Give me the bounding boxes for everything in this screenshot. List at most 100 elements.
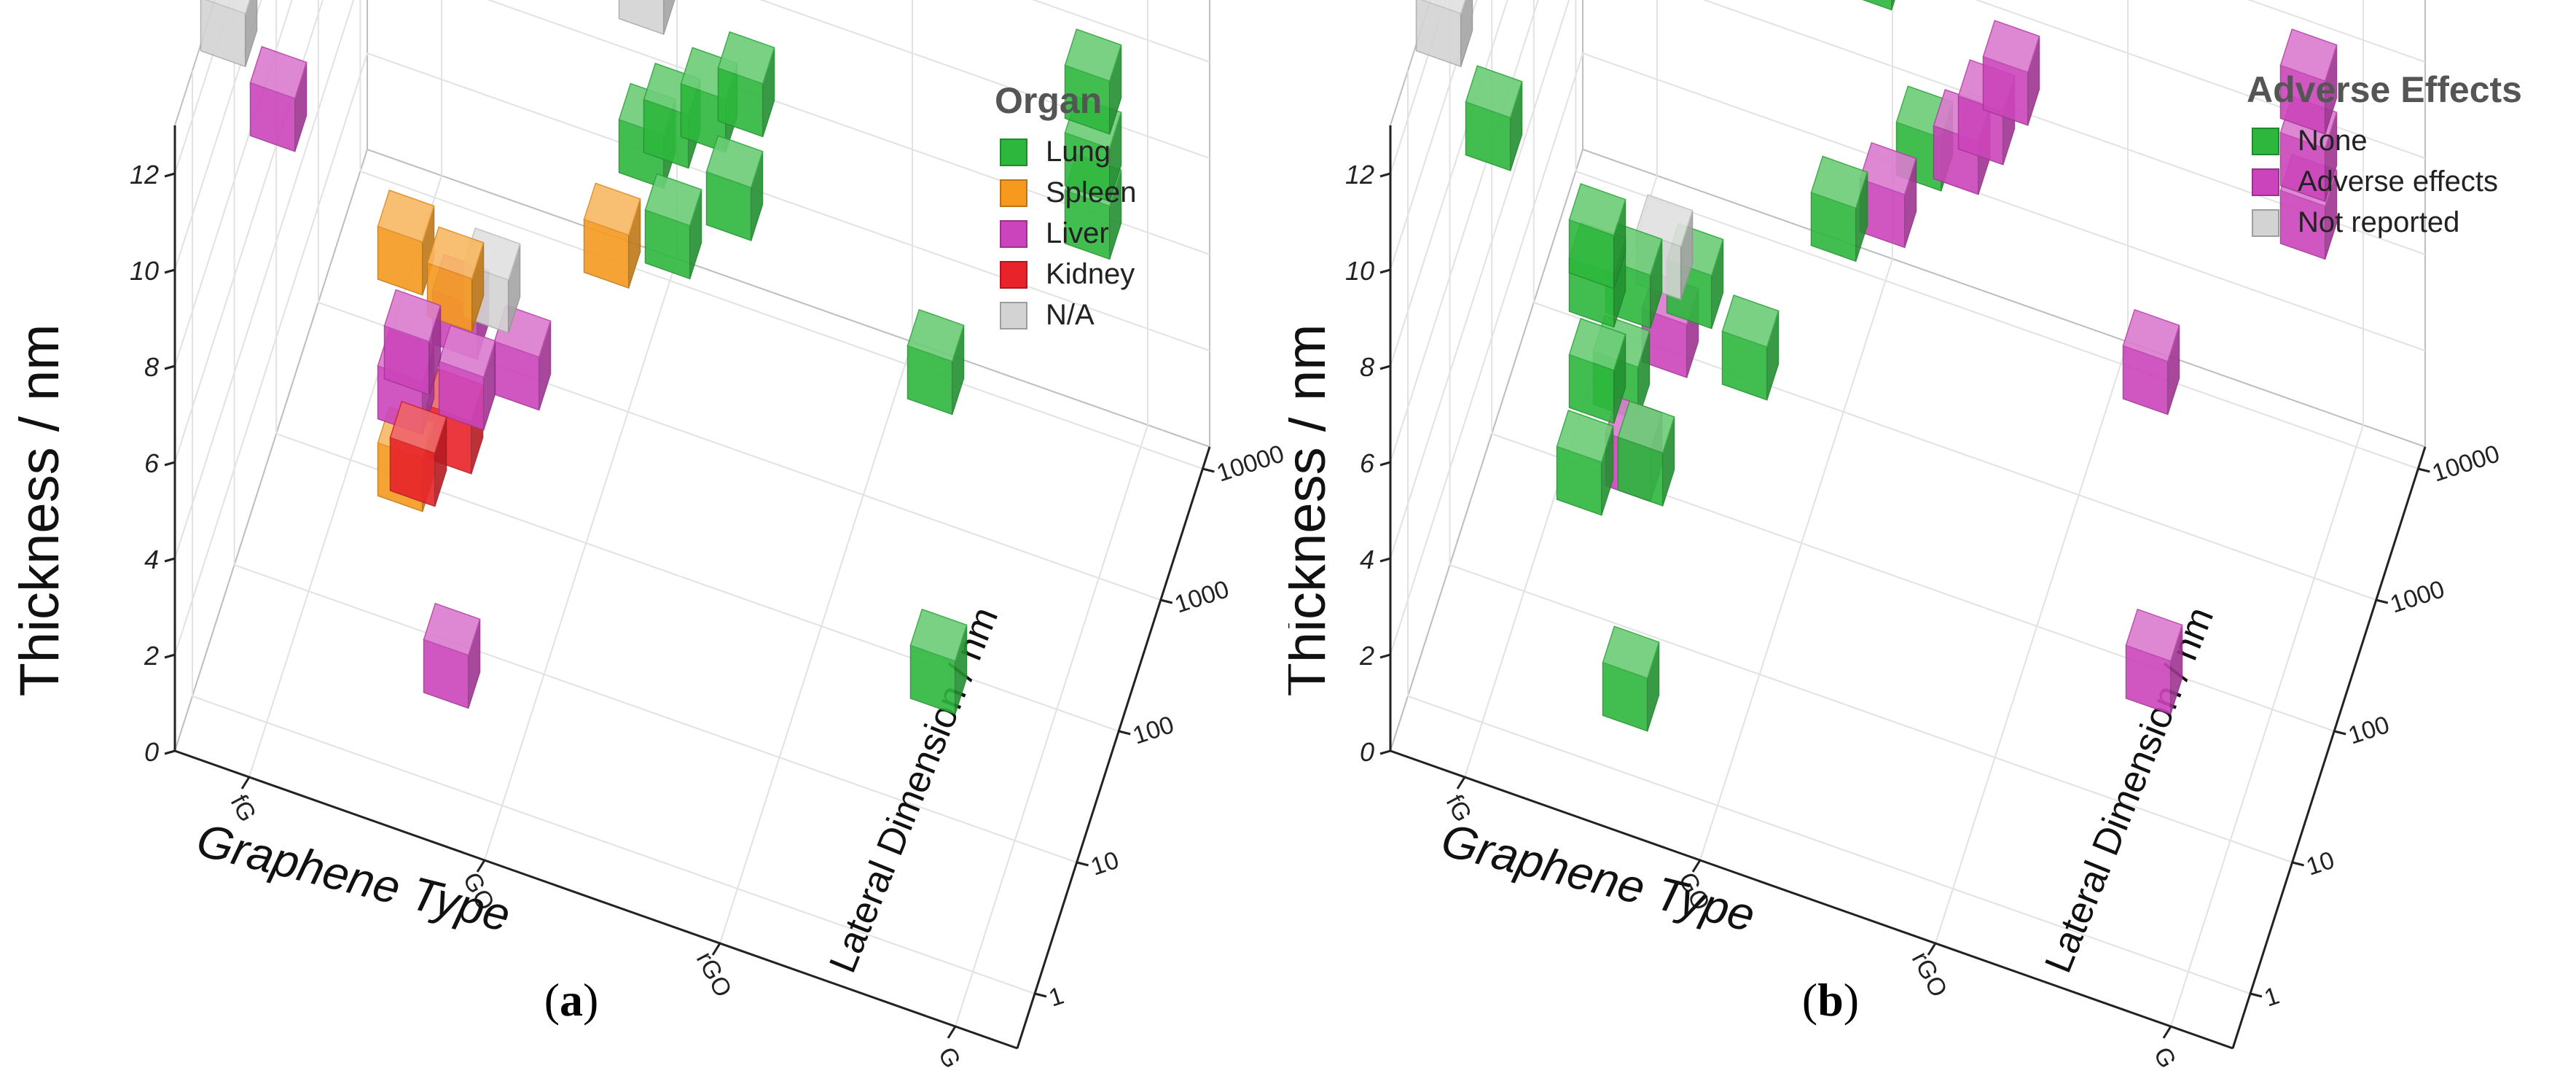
grid-y-floor bbox=[234, 564, 1077, 863]
grid-z bbox=[174, 0, 262, 270]
x-tick-mark bbox=[711, 943, 721, 956]
grid-y-floor bbox=[1449, 564, 2293, 863]
cube-spleen bbox=[377, 190, 435, 296]
grid-z bbox=[174, 0, 1210, 559]
cube-none bbox=[1810, 155, 1868, 262]
cube-none bbox=[1568, 183, 1626, 289]
z-tick-mark bbox=[1379, 557, 1391, 563]
grid-y-floor bbox=[360, 171, 1203, 469]
legend-title: Adverse Effects bbox=[2247, 69, 2522, 110]
y-tick-mark bbox=[1076, 861, 1089, 867]
grid-x-floor bbox=[1699, 258, 1893, 861]
cube-n-a bbox=[200, 0, 258, 68]
chart-b-svg: 024681012fGGOrGOG110100100010000Thicknes… bbox=[1275, 0, 2522, 1072]
y-tick-mark bbox=[1160, 599, 1173, 604]
z-tick-mark bbox=[164, 749, 176, 755]
x-axis-line bbox=[1390, 749, 2234, 1050]
legend-entry: Not reported bbox=[2298, 206, 2459, 238]
grid-x-floor bbox=[719, 341, 913, 944]
y-tick-mark bbox=[2376, 599, 2389, 604]
legend-entry: Lung bbox=[1046, 136, 1111, 168]
legend-entry: Adverse effects bbox=[2298, 165, 2498, 198]
grid-x-floor bbox=[2170, 424, 2364, 1027]
z-tick-label: 10 bbox=[1345, 256, 1374, 286]
cube-lung bbox=[705, 135, 764, 241]
z-axis-title: Thickness / nm bbox=[9, 324, 71, 696]
x-tick-mark bbox=[1456, 776, 1466, 790]
legend: Adverse Effects None Adverse effects Not re… bbox=[2247, 69, 2522, 238]
legend-swatch bbox=[1000, 261, 1027, 289]
grid-x-floor bbox=[1935, 341, 2129, 944]
z-tick-mark bbox=[164, 461, 176, 467]
cube-adverse-effects bbox=[1982, 20, 2040, 126]
z-tick-label: 8 bbox=[144, 352, 159, 382]
z-tick-label: 6 bbox=[1360, 448, 1375, 478]
x-tick-mark bbox=[1927, 943, 1937, 956]
cube-not-reported bbox=[1415, 0, 1473, 68]
legend-swatch bbox=[1000, 179, 1027, 207]
legend-swatch bbox=[1000, 139, 1027, 166]
cube-adverse-effects bbox=[1859, 141, 1917, 249]
legend: Organ Lung Spleen Liver Kidney N/A bbox=[995, 80, 1137, 331]
y-tick-label: 10 bbox=[1087, 846, 1122, 881]
z-tick-mark bbox=[1379, 172, 1391, 178]
grid-x-floor bbox=[484, 258, 678, 861]
legend-swatch bbox=[1000, 220, 1027, 248]
cube-none bbox=[1602, 625, 1660, 732]
axis-lines bbox=[173, 125, 1211, 1050]
legend-title: Organ bbox=[995, 80, 1102, 121]
x-tick-label: G bbox=[933, 1042, 966, 1072]
y-tick-label: 10000 bbox=[1213, 440, 1288, 487]
legend-entry: Liver bbox=[1046, 217, 1109, 249]
grid-y-floor bbox=[1575, 171, 2419, 469]
cube-adverse-effects bbox=[2122, 308, 2180, 416]
panel-b-caption: (b) bbox=[1801, 974, 1860, 1026]
cube-adverse-effects bbox=[2279, 28, 2338, 135]
cube-none bbox=[1568, 318, 1626, 424]
grid-z bbox=[1390, 0, 2426, 559]
cube-lung bbox=[909, 608, 968, 715]
x-tick-label: rGO bbox=[691, 948, 737, 1002]
grid-z bbox=[1390, 52, 2426, 655]
y-tick-label: 10000 bbox=[2429, 440, 2503, 487]
x-tick-mark bbox=[476, 859, 486, 873]
z-tick-mark bbox=[164, 172, 176, 178]
panel-b-caption-letter: b bbox=[1817, 974, 1844, 1026]
cube-n-a bbox=[618, 0, 676, 36]
cube-liver bbox=[423, 602, 481, 709]
cube-marks bbox=[1415, 0, 2338, 732]
grid-z bbox=[1390, 0, 1478, 270]
grid-z bbox=[174, 52, 1210, 655]
y-axis-line bbox=[2231, 446, 2427, 1049]
cube-lung bbox=[717, 31, 775, 138]
y-tick-label: 100 bbox=[1130, 711, 1178, 750]
cube-marks bbox=[200, 0, 1122, 715]
y-tick-mark bbox=[2418, 467, 2430, 473]
z-tick-label: 6 bbox=[144, 448, 160, 478]
z-tick-mark bbox=[164, 557, 176, 563]
y-tick-mark bbox=[1034, 992, 1047, 998]
cube-liver bbox=[438, 324, 496, 431]
z-tick-mark bbox=[164, 653, 176, 659]
gridlines bbox=[174, 0, 1210, 1027]
cube-lung bbox=[644, 173, 702, 280]
z-tick-label: 2 bbox=[144, 641, 159, 671]
z-tick-mark bbox=[164, 364, 176, 370]
z-tick-mark bbox=[1379, 364, 1391, 370]
x-tick-mark bbox=[240, 776, 251, 790]
z-tick-label: 0 bbox=[1360, 737, 1374, 767]
legend-entry: Spleen bbox=[1046, 176, 1137, 208]
y-tick-mark bbox=[1118, 730, 1131, 736]
x-tick-mark bbox=[2162, 1026, 2172, 1039]
legend-swatch bbox=[2252, 209, 2279, 237]
z-tick-mark bbox=[164, 268, 176, 274]
z-tick-label: 10 bbox=[130, 256, 159, 286]
z-tick-mark bbox=[1379, 268, 1391, 274]
y-tick-label: 1000 bbox=[2387, 575, 2448, 619]
panel-a-caption-letter: a bbox=[560, 974, 583, 1026]
grid-z bbox=[174, 0, 1210, 367]
z-tick-label: 4 bbox=[144, 545, 159, 574]
chart-a-svg: 024681012fGGOrGOG110100100010000Thicknes… bbox=[9, 0, 1288, 1072]
cube-none bbox=[1617, 400, 1675, 507]
grid-z bbox=[174, 0, 1210, 463]
